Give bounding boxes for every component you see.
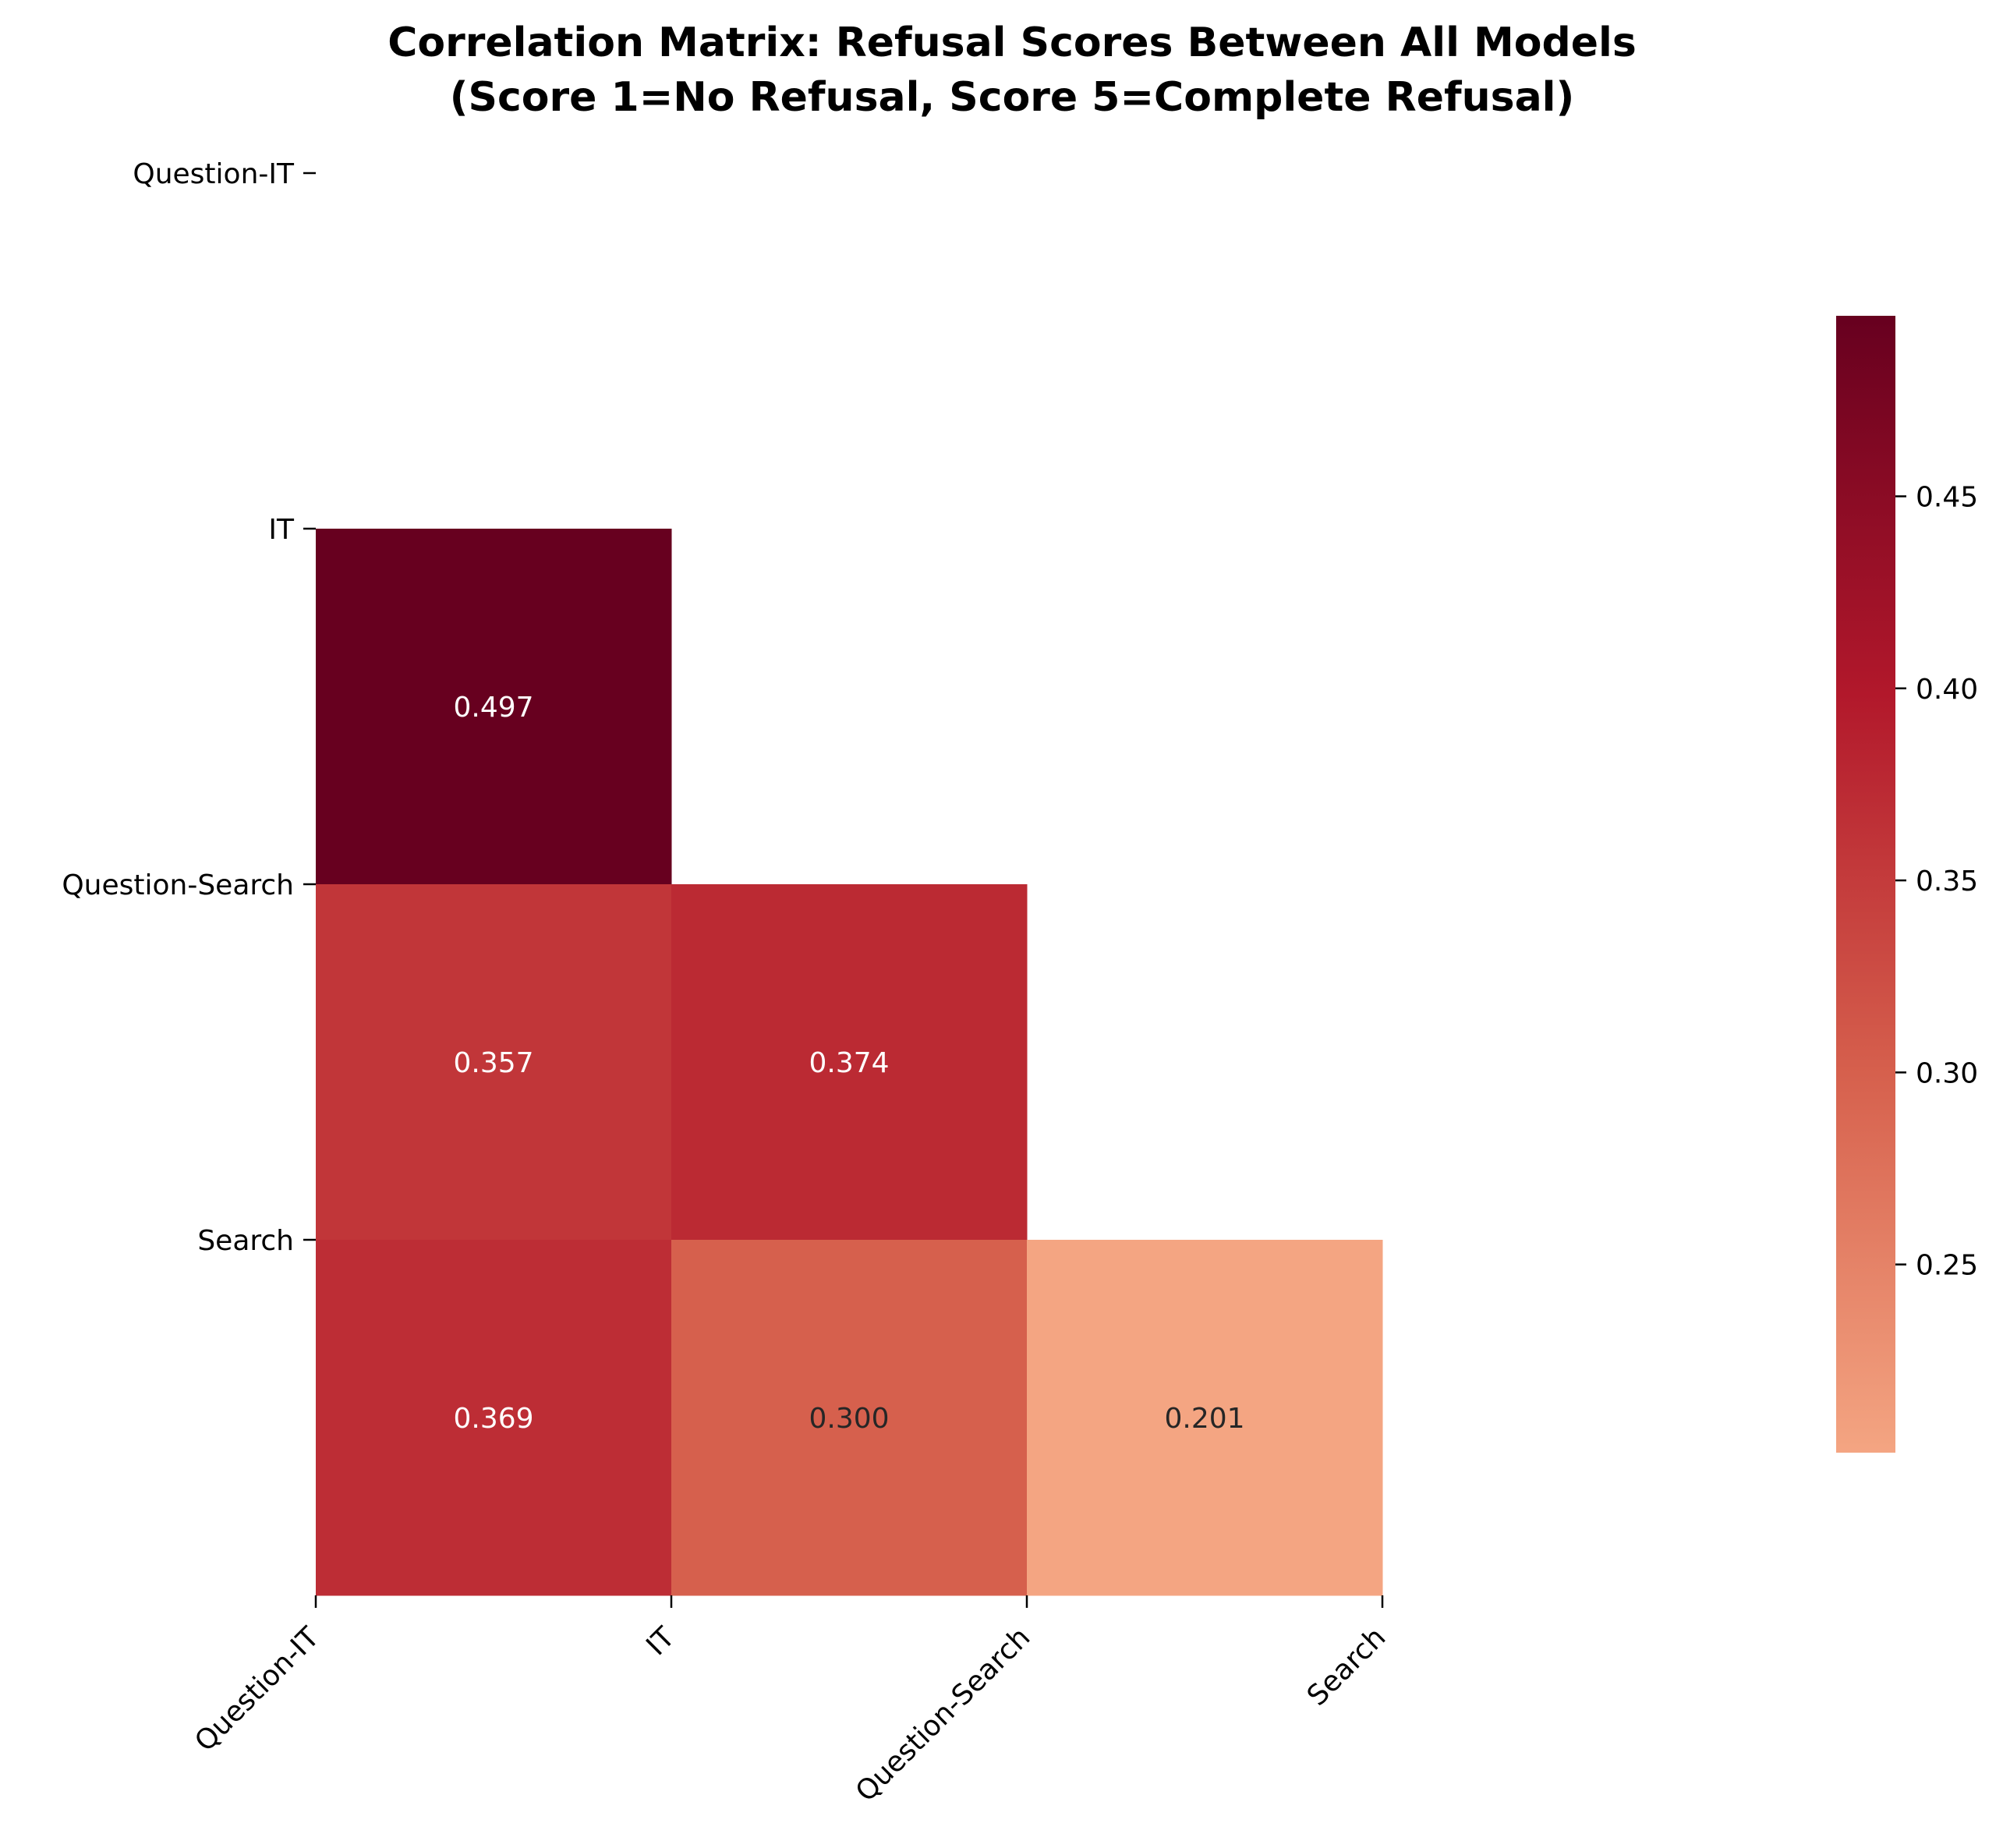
heatmap-cell-0 (316, 529, 672, 885)
colorbar-tick-label: 0.30 (1916, 1057, 1978, 1089)
colorbar-tick-label: 0.45 (1916, 482, 1978, 514)
colorbar-tick-label: 0.40 (1916, 674, 1978, 706)
heatmap-cells: 0.497 0.357 0.374 0.369 0.300 0.201 (316, 529, 1383, 1596)
colorbar-gradient (1836, 316, 1895, 1453)
heatmap-cell-4 (671, 1240, 1028, 1596)
x-tick-label: IT (640, 1621, 681, 1662)
y-axis: Question-IT IT Question-Search Search (62, 158, 316, 1257)
heatmap-cell-5 (1027, 1240, 1383, 1596)
colorbar-tick-label: 0.25 (1916, 1250, 1978, 1282)
x-tick-label: Search (1301, 1621, 1392, 1712)
x-axis: Question-IT IT Question-Search Search (189, 1595, 1392, 1808)
chart-title: Correlation Matrix: Refusal Scores Betwe… (388, 19, 1637, 66)
cell-value-label: 0.374 (809, 1047, 889, 1079)
colorbar: 0.25 0.30 0.35 0.40 0.45 (1836, 316, 1978, 1453)
cell-value-label: 0.369 (453, 1403, 533, 1435)
cell-value-label: 0.300 (809, 1403, 889, 1435)
heatmap-cell-2 (671, 884, 1028, 1241)
cell-value-label: 0.497 (453, 692, 533, 724)
heatmap-cell-3 (316, 1240, 672, 1596)
y-tick-label: Question-IT (133, 158, 295, 190)
x-tick-label: Question-IT (189, 1621, 326, 1758)
y-tick-label: Search (197, 1225, 294, 1257)
cell-value-label: 0.357 (453, 1047, 533, 1079)
heatmap-cell-1 (316, 884, 672, 1241)
y-tick-label: Question-Search (62, 869, 294, 901)
colorbar-tick-label: 0.35 (1916, 866, 1978, 897)
x-tick-label: Question-Search (850, 1621, 1036, 1807)
cell-value-label: 0.201 (1164, 1403, 1244, 1435)
chart-subtitle: (Score 1=No Refusal, Score 5=Complete Re… (450, 74, 1575, 121)
y-tick-label: IT (268, 514, 295, 546)
